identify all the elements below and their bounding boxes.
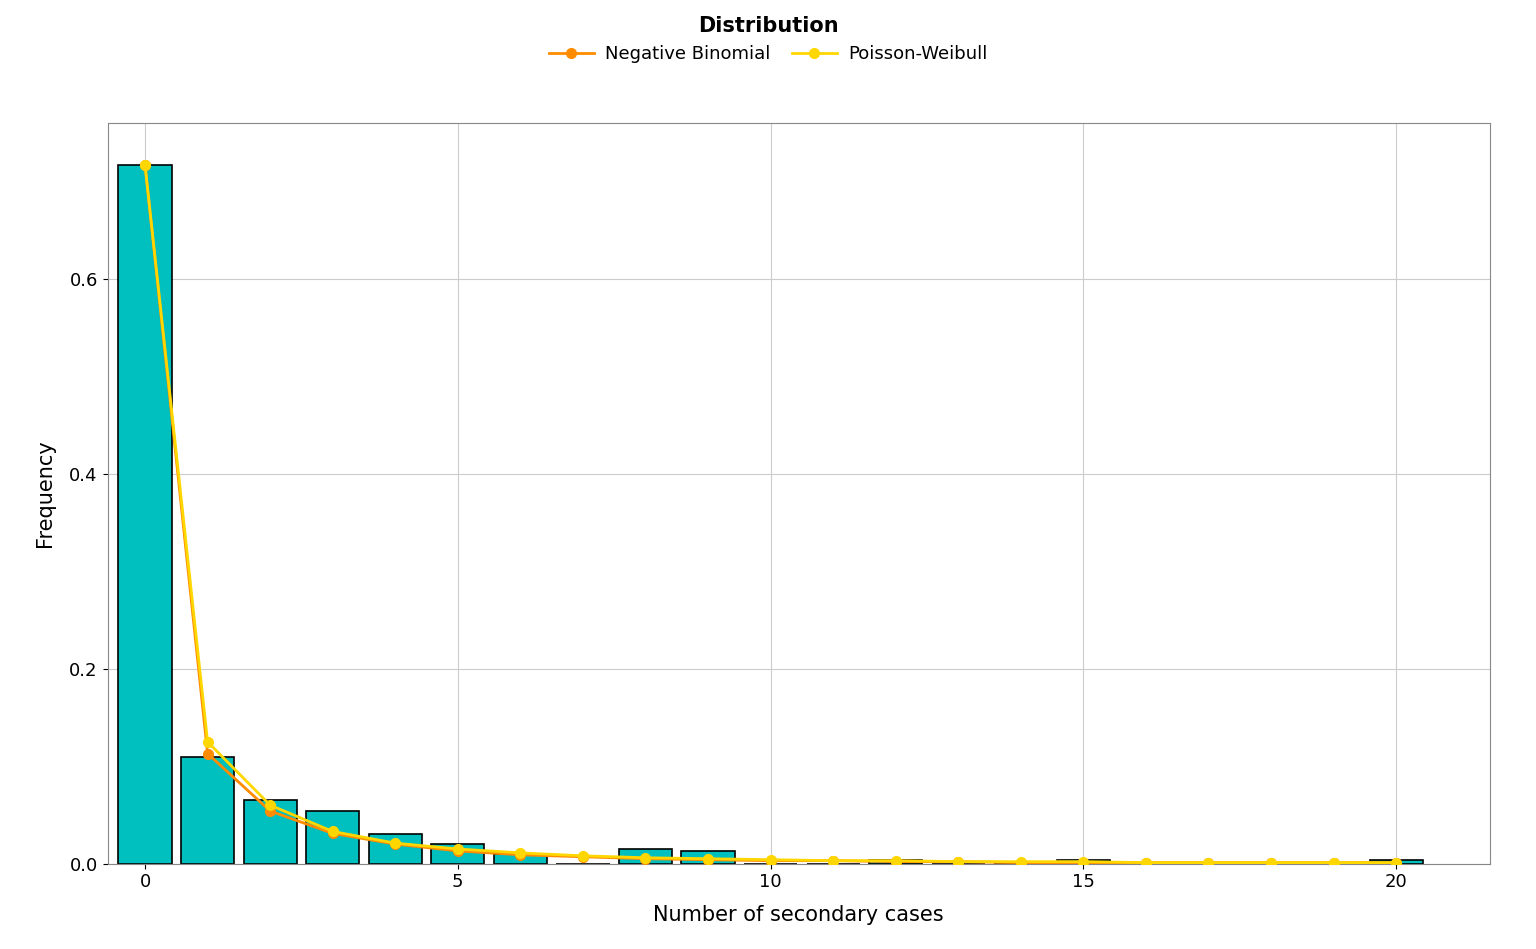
Negative Binomial [1261,857,1279,868]
Poisson-Weibull [1200,857,1218,868]
Negative Binomial [386,838,404,849]
Negative Binomial [1387,857,1405,868]
Negative Binomial [449,846,467,857]
Bar [244,800,296,864]
Negative Binomial [1074,857,1092,868]
Bar [493,854,547,864]
Poisson-Weibull [261,799,280,810]
Poisson-Weibull [886,855,905,866]
Negative Binomial [699,854,717,865]
Poisson-Weibull [823,855,842,866]
Negative Binomial [135,159,154,171]
Negative Binomial [261,806,280,817]
Negative Binomial [949,856,968,867]
Negative Binomial [511,849,530,861]
Y-axis label: Frequency: Frequency [35,439,55,548]
Bar [306,811,359,864]
Negative Binomial [324,828,343,839]
Poisson-Weibull [1387,857,1405,868]
Bar [1057,860,1111,864]
Poisson-Weibull [1324,857,1342,868]
Bar [682,851,734,864]
Poisson-Weibull [449,844,467,855]
Bar [181,757,233,864]
Poisson-Weibull [511,847,530,859]
Bar [1370,860,1422,864]
Poisson-Weibull [1261,857,1279,868]
Negative Binomial [574,851,593,863]
Negative Binomial [886,856,905,867]
Poisson-Weibull [1074,856,1092,867]
Poisson-Weibull [636,852,654,864]
Bar [869,860,922,864]
Poisson-Weibull [1012,856,1031,867]
Poisson-Weibull [135,159,154,171]
Bar [432,844,484,864]
Line: Poisson-Weibull: Poisson-Weibull [140,160,1401,867]
X-axis label: Number of secondary cases: Number of secondary cases [653,905,945,925]
Poisson-Weibull [574,850,593,862]
Negative Binomial [1012,857,1031,868]
Poisson-Weibull [699,853,717,865]
Negative Binomial [198,748,217,759]
Line: Negative Binomial: Negative Binomial [140,160,1401,867]
Bar [369,834,422,864]
Poisson-Weibull [762,854,780,865]
Bar [118,165,172,864]
Legend: Negative Binomial, Poisson-Weibull: Negative Binomial, Poisson-Weibull [542,9,994,70]
Negative Binomial [1324,857,1342,868]
Negative Binomial [636,853,654,865]
Poisson-Weibull [386,837,404,848]
Poisson-Weibull [324,826,343,837]
Poisson-Weibull [1137,857,1155,868]
Poisson-Weibull [198,736,217,748]
Bar [619,849,673,864]
Negative Binomial [1137,857,1155,868]
Negative Binomial [1200,857,1218,868]
Negative Binomial [823,855,842,866]
Negative Binomial [762,855,780,866]
Poisson-Weibull [949,856,968,867]
